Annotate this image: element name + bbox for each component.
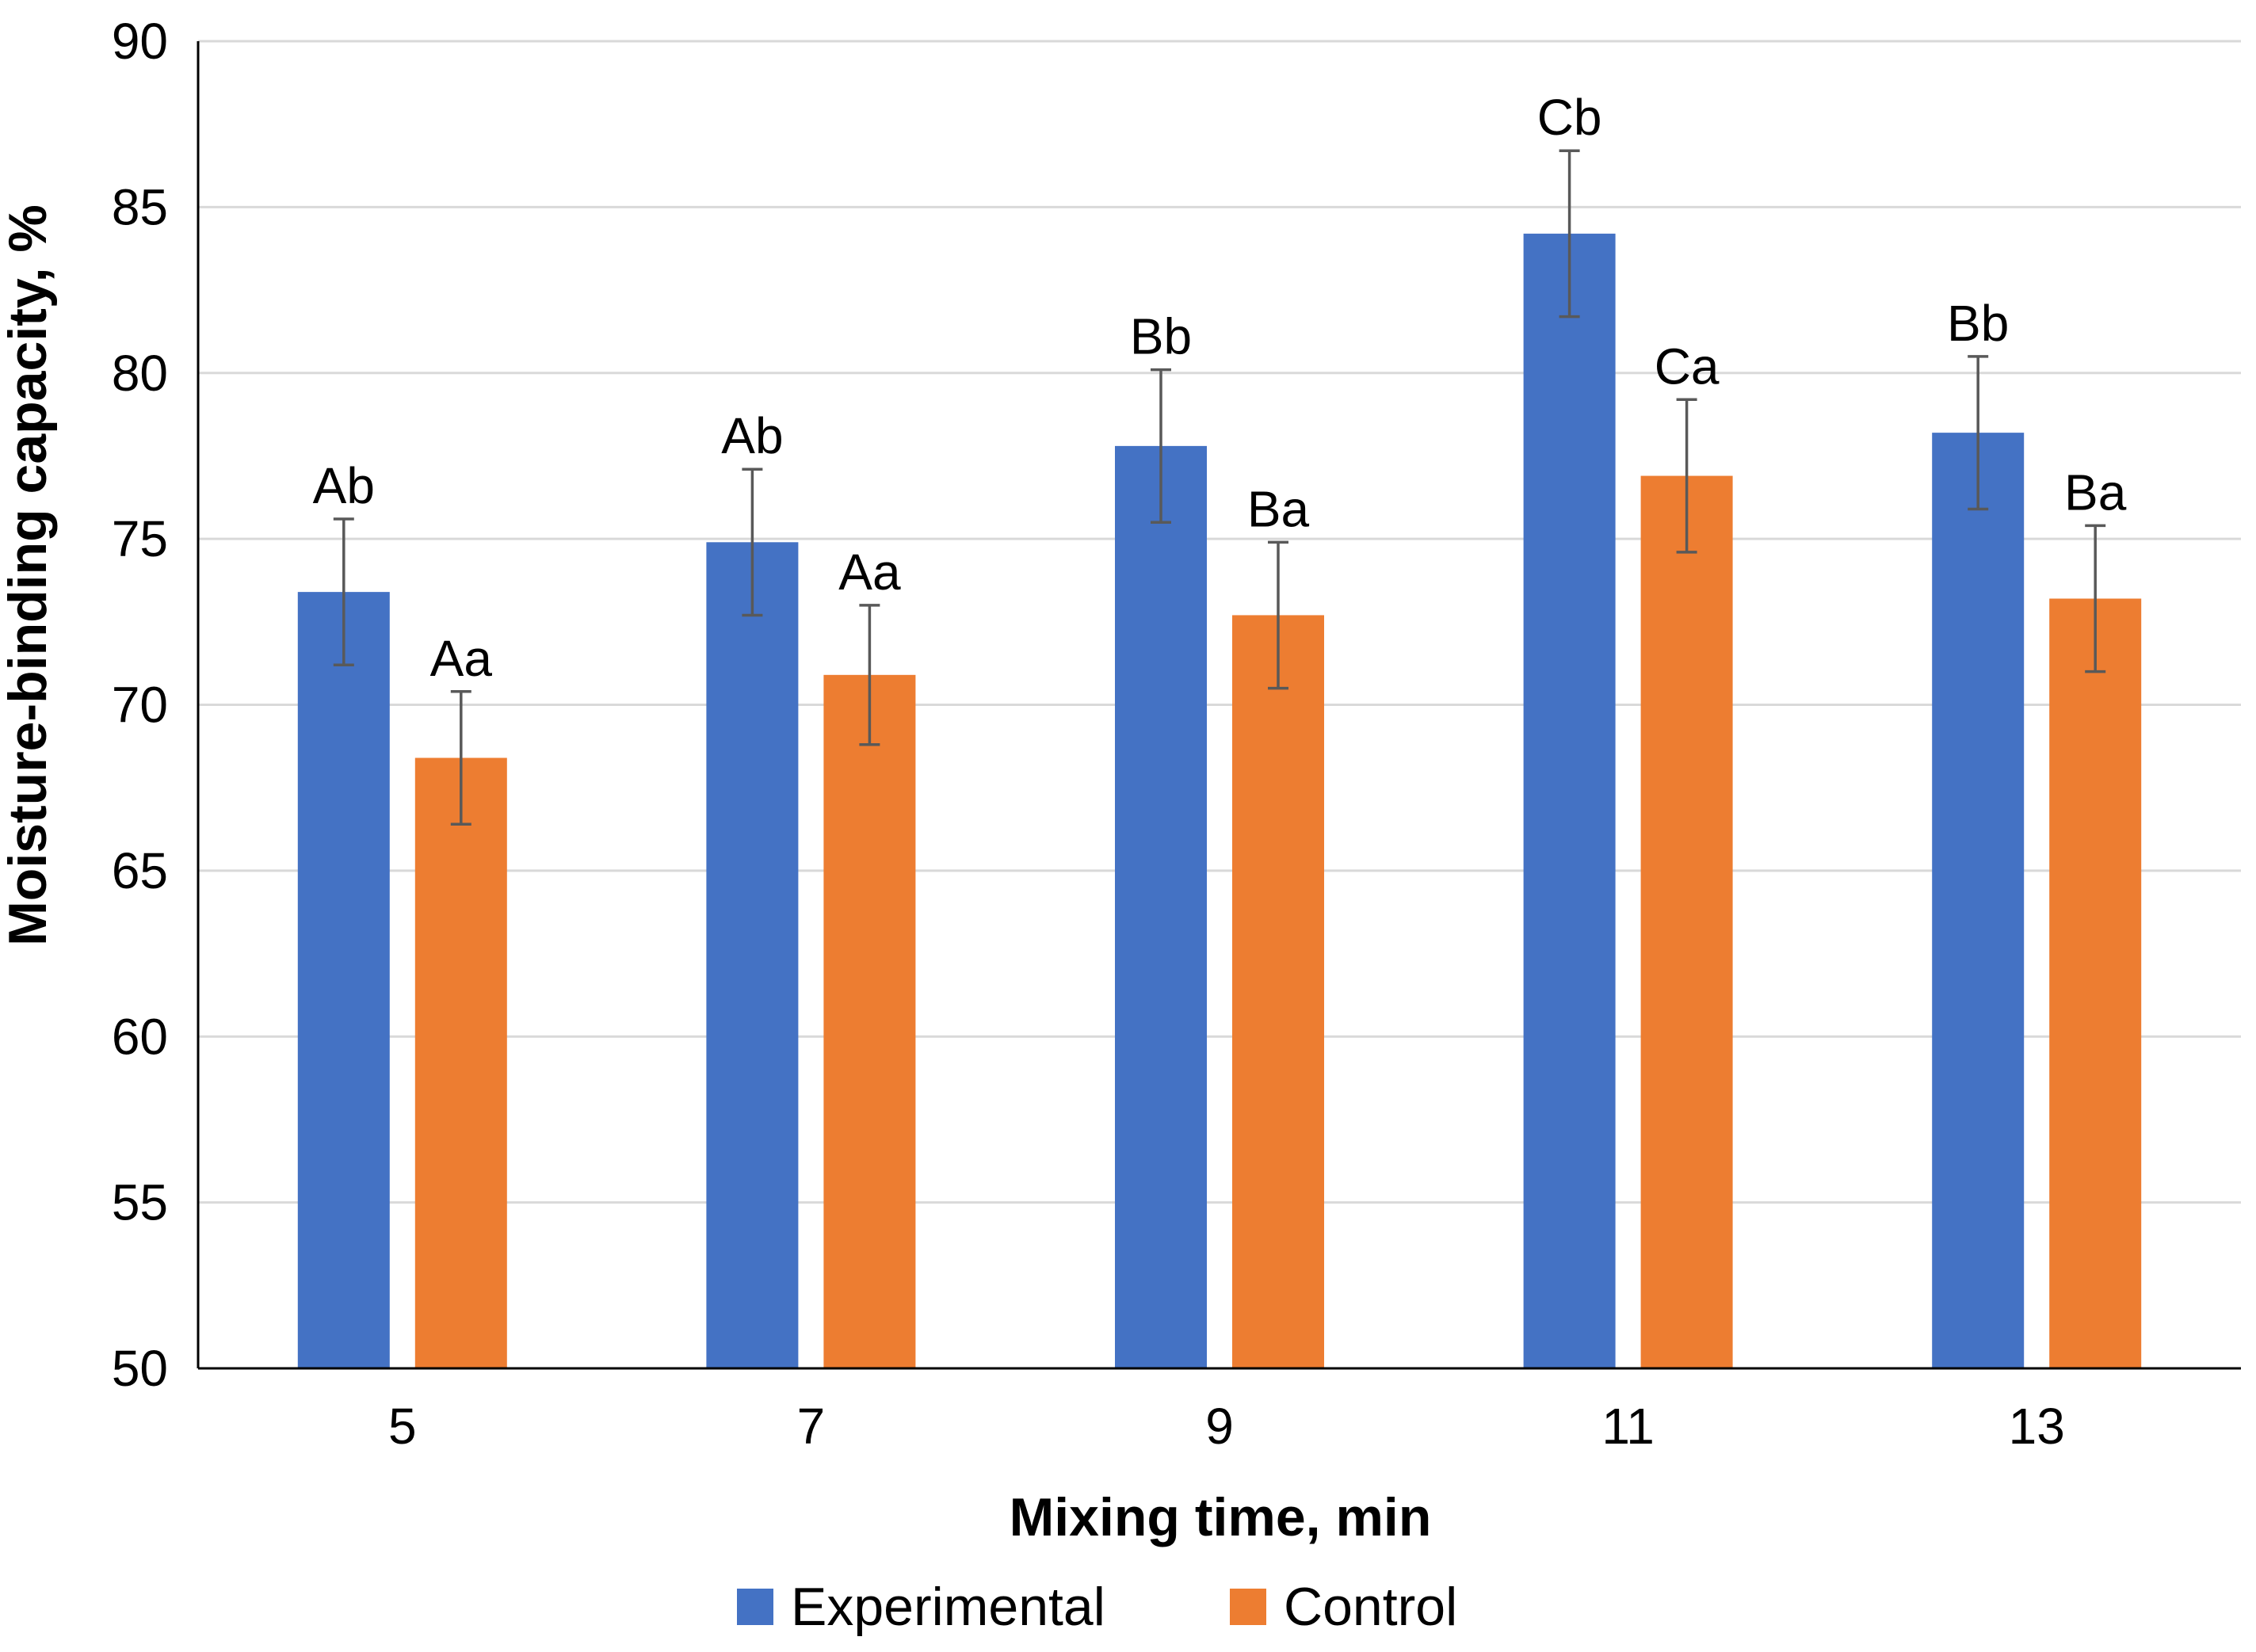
bars [297, 233, 2142, 1368]
legend-swatch-control [1230, 1589, 1266, 1625]
bar-control-11 [1640, 475, 1733, 1368]
error-bar-experimental-9 [1151, 368, 1171, 524]
x-tick-labels: 5 7 9 11 13 [388, 1398, 2065, 1455]
x-tick-label-13: 13 [2009, 1398, 2065, 1455]
legend-label-experimental: Experimental [791, 1577, 1105, 1637]
legend-swatch-experimental [737, 1589, 773, 1625]
data-label-control-13: Ba [2064, 464, 2127, 521]
y-tick-label-50: 50 [112, 1340, 168, 1397]
y-tick-label-70: 70 [112, 677, 168, 734]
error-bar-experimental-11 [1559, 149, 1580, 319]
bar-experimental-13 [1932, 433, 2025, 1368]
x-axis-title: Mixing time, min [1010, 1487, 1432, 1547]
bar-experimental-11 [1523, 233, 1616, 1368]
error-bars [333, 149, 2106, 826]
bar-experimental-7 [706, 542, 799, 1368]
y-tick-label-85: 85 [112, 178, 168, 235]
x-tick-label-7: 7 [797, 1398, 826, 1455]
data-label-control-5: Aa [430, 630, 493, 687]
y-tick-label-55: 55 [112, 1174, 168, 1231]
error-bar-experimental-7 [742, 467, 763, 617]
data-label-experimental-5: Ab [313, 457, 375, 514]
y-axis-title: Moisture-binding capacity, % [0, 204, 58, 946]
y-tick-labels: 50 55 60 65 70 75 80 85 90 [112, 13, 168, 1397]
data-label-control-11: Ca [1655, 338, 1720, 395]
error-bar-control-7 [859, 604, 880, 746]
gridlines [198, 40, 2241, 1204]
error-bar-experimental-5 [333, 517, 354, 666]
axes [197, 41, 2241, 1370]
legend: Experimental Control [737, 1577, 1457, 1637]
bar-control-7 [823, 674, 916, 1368]
bar-data-labels: Ab Aa Ab Aa Bb Ba Cb Ca Bb Ba [313, 89, 2127, 687]
data-label-experimental-7: Ab [721, 407, 783, 464]
data-label-experimental-11: Cb [1537, 89, 1602, 146]
x-tick-label-9: 9 [1205, 1398, 1234, 1455]
bar-experimental-9 [1115, 445, 1207, 1368]
data-label-experimental-9: Bb [1130, 308, 1192, 365]
error-bar-control-9 [1268, 540, 1288, 690]
bar-control-5 [414, 757, 507, 1368]
error-bar-experimental-13 [1968, 355, 1989, 511]
error-bar-control-13 [2085, 524, 2106, 673]
bar-control-9 [1232, 615, 1324, 1368]
y-tick-label-75: 75 [112, 510, 168, 567]
data-label-control-7: Aa [838, 544, 901, 601]
error-bar-control-5 [450, 690, 471, 826]
y-tick-label-60: 60 [112, 1008, 168, 1065]
data-label-experimental-13: Bb [1947, 295, 2009, 352]
legend-label-control: Control [1284, 1577, 1457, 1637]
x-tick-label-11: 11 [1601, 1398, 1654, 1455]
error-bar-control-11 [1676, 398, 1697, 554]
y-tick-label-90: 90 [112, 13, 168, 70]
bar-control-13 [2049, 598, 2142, 1368]
x-tick-label-5: 5 [388, 1398, 417, 1455]
y-tick-label-65: 65 [112, 842, 168, 899]
data-label-control-9: Ba [1247, 480, 1310, 537]
y-tick-label-80: 80 [112, 345, 168, 402]
bar-experimental-5 [297, 592, 390, 1368]
